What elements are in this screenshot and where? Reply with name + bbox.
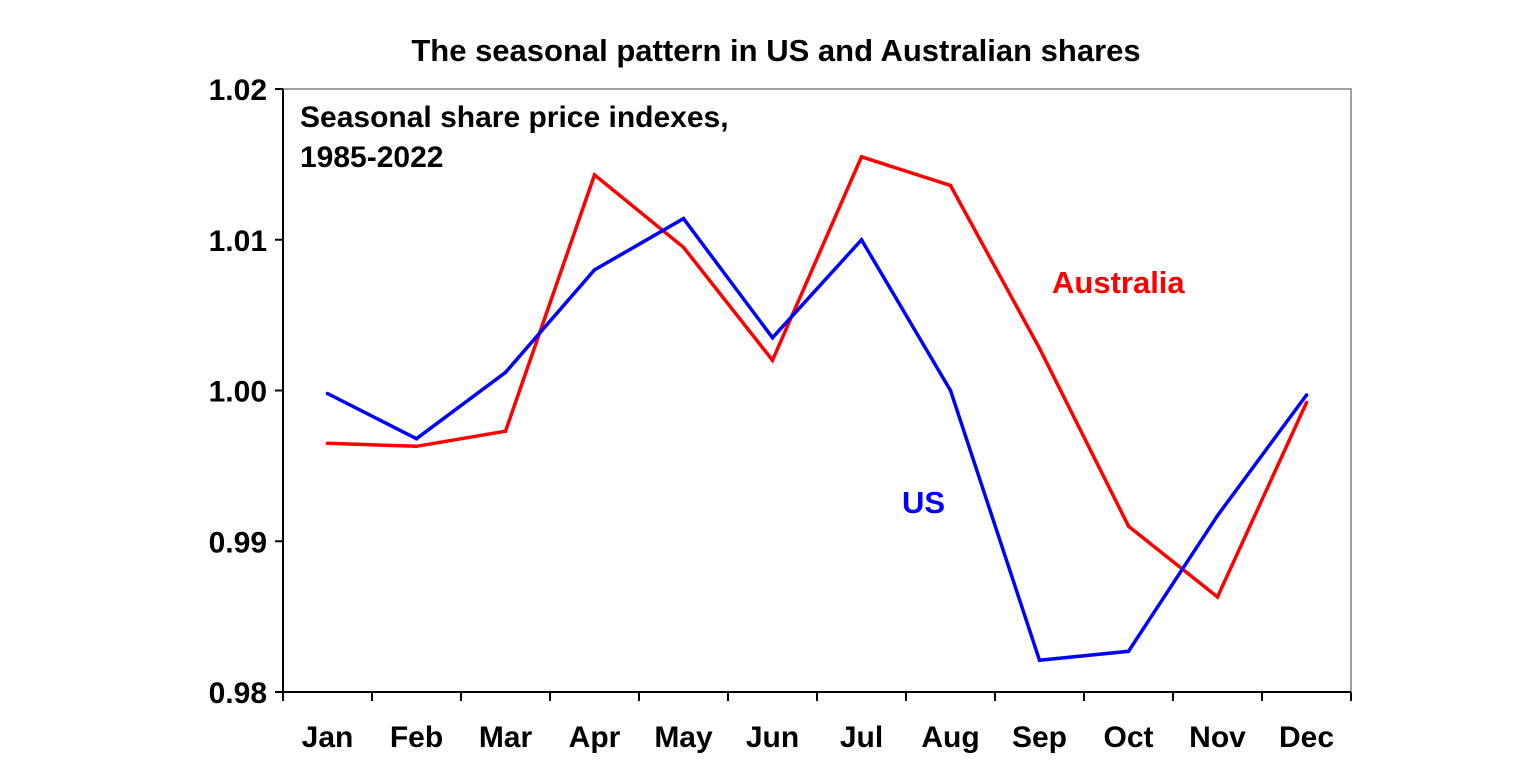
data-point-australia [592, 173, 597, 177]
data-point-us [859, 237, 864, 242]
x-tick-label: Mar [479, 721, 533, 754]
data-point-australia [1215, 595, 1220, 599]
data-point-us [503, 370, 508, 375]
y-tick-label: 0.99 [209, 526, 267, 559]
series-line-australia [327, 154, 1309, 600]
y-tick-label: 1.00 [209, 376, 267, 409]
data-point-us [681, 216, 686, 221]
data-point-australia [681, 245, 686, 250]
x-tick-label: Aug [921, 721, 979, 754]
data-point-us [592, 268, 597, 272]
x-tick-label: Jul [840, 721, 883, 754]
x-ticks: Jan Feb Mar Apr May Jun Jul Aug Sep Oct Nov Dec [282, 692, 1352, 754]
y-tick-label: 0.98 [209, 677, 267, 710]
y-tick-label: 1.01 [209, 225, 267, 258]
x-tick-label: May [654, 721, 713, 754]
data-point-us [414, 436, 419, 441]
data-point-australia [503, 429, 508, 434]
data-point-australia [414, 444, 419, 449]
x-tick-label: Dec [1279, 721, 1334, 754]
plot-area [282, 88, 1352, 693]
data-point-australia [1037, 346, 1042, 351]
data-point-us [325, 391, 330, 396]
x-tick-label: Jun [746, 721, 799, 754]
data-point-us [1126, 649, 1131, 654]
data-point-australia [1126, 524, 1131, 528]
data-point-us [1215, 513, 1220, 518]
data-point-us [948, 388, 953, 393]
chart-note-line-1: Seasonal share price indexes, [300, 101, 729, 134]
x-tick-label: Oct [1103, 721, 1153, 754]
y-tick-label: 1.02 [209, 74, 267, 107]
x-tick-label: Apr [569, 721, 621, 754]
data-point-australia [770, 358, 775, 363]
series-label-australia: Australia [1052, 265, 1185, 300]
x-tick-label: Feb [390, 721, 443, 754]
data-point-australia [1304, 400, 1309, 405]
data-point-australia [325, 441, 330, 446]
x-tick-label: Nov [1189, 721, 1246, 754]
series-line-us [326, 216, 1308, 663]
data-point-us [770, 335, 775, 340]
series-label-us: US [902, 485, 945, 520]
x-tick-label: Jan [302, 721, 354, 754]
data-point-australia [859, 155, 864, 159]
x-tick-label: Sep [1012, 721, 1067, 754]
data-point-us [1304, 393, 1309, 397]
chart-title: The seasonal pattern in US and Australia… [411, 33, 1140, 68]
y-ticks: 0.98 0.99 1.00 1.01 1.02 [209, 74, 283, 710]
data-point-australia [948, 183, 953, 188]
series-layer [325, 154, 1309, 663]
chart-note-line-2: 1985-2022 [300, 141, 443, 174]
data-point-us [1037, 658, 1042, 663]
